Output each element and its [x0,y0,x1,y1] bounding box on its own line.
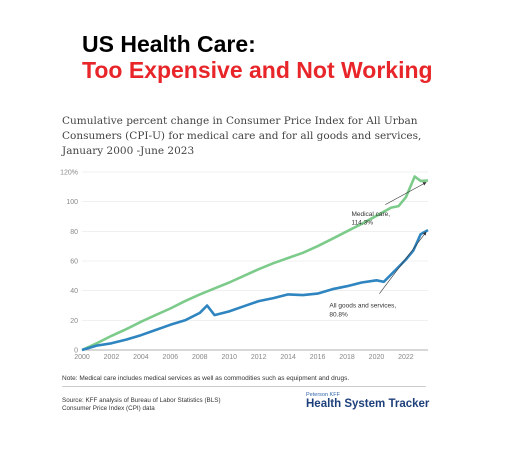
source-line-2: Consumer Price Index (CPI) data [62,405,155,412]
x-tick-label: 2012 [251,354,267,361]
y-tick-label: 100 [66,199,78,206]
y-tick-label: 20 [70,318,78,325]
y-axis-ticks: 0 20 40 60 80 100 120% [60,170,78,355]
all-goods-value: 80.8% [329,312,348,319]
x-tick-label: 2010 [221,354,237,361]
x-tick-label: 2006 [163,354,179,361]
chart-series [81,175,429,352]
medical-care-arrow [385,182,427,205]
brand-main-text: Health System Tracker [306,398,430,410]
x-tick-label: 2014 [280,354,296,361]
x-tick-label: 2020 [369,354,385,361]
x-tick-label: 2002 [104,354,120,361]
chart-source: Source: KFF analysis of Bureau of Labor … [62,397,282,413]
x-tick-label: 2018 [339,354,355,361]
medical-care-line [81,175,429,352]
chart-annotations: Medical care, 114.3% All goods and service… [329,182,427,319]
medical-care-label: Medical care, [351,211,390,218]
all-goods-label: All goods and services, [329,303,396,310]
y-tick-label: 60 [70,259,78,266]
slide-title-line-1: US Health Care: [82,31,256,57]
x-tick-label: 2004 [133,354,149,361]
slide-title-line-2: Too Expensive and Not Working [82,57,433,83]
y-tick-label: 0 [74,348,78,355]
x-tick-label: 2016 [310,354,326,361]
y-tick-label: 80 [70,229,78,236]
medical-care-value: 114.3% [351,220,373,227]
x-axis-ticks: 2000 2002 2004 2006 2008 2010 2012 2014 2016 2018… [74,354,414,361]
y-tick-label: 120% [60,170,78,177]
chart-grid [82,171,428,351]
chart-note: Note: Medical care includes medical serv… [62,375,350,382]
all-goods-arrow [379,231,427,294]
slide-title: US Health Care: Too Expensive and Not Wo… [82,31,433,83]
y-tick-label: 40 [70,288,78,295]
x-tick-label: 2022 [398,354,414,361]
x-tick-label: 2000 [74,354,90,361]
brand-small-text: Peterson KFF [306,392,340,398]
brand-logo: Peterson KFF Health System Tracker [306,392,429,411]
source-line-1: Source: KFF analysis of Bureau of Labor … [62,397,221,404]
x-tick-label: 2008 [192,354,208,361]
all-goods-line [81,228,429,352]
footer-divider [62,386,426,387]
chart-title: Cumulative percent change in Consumer Pr… [62,115,422,157]
